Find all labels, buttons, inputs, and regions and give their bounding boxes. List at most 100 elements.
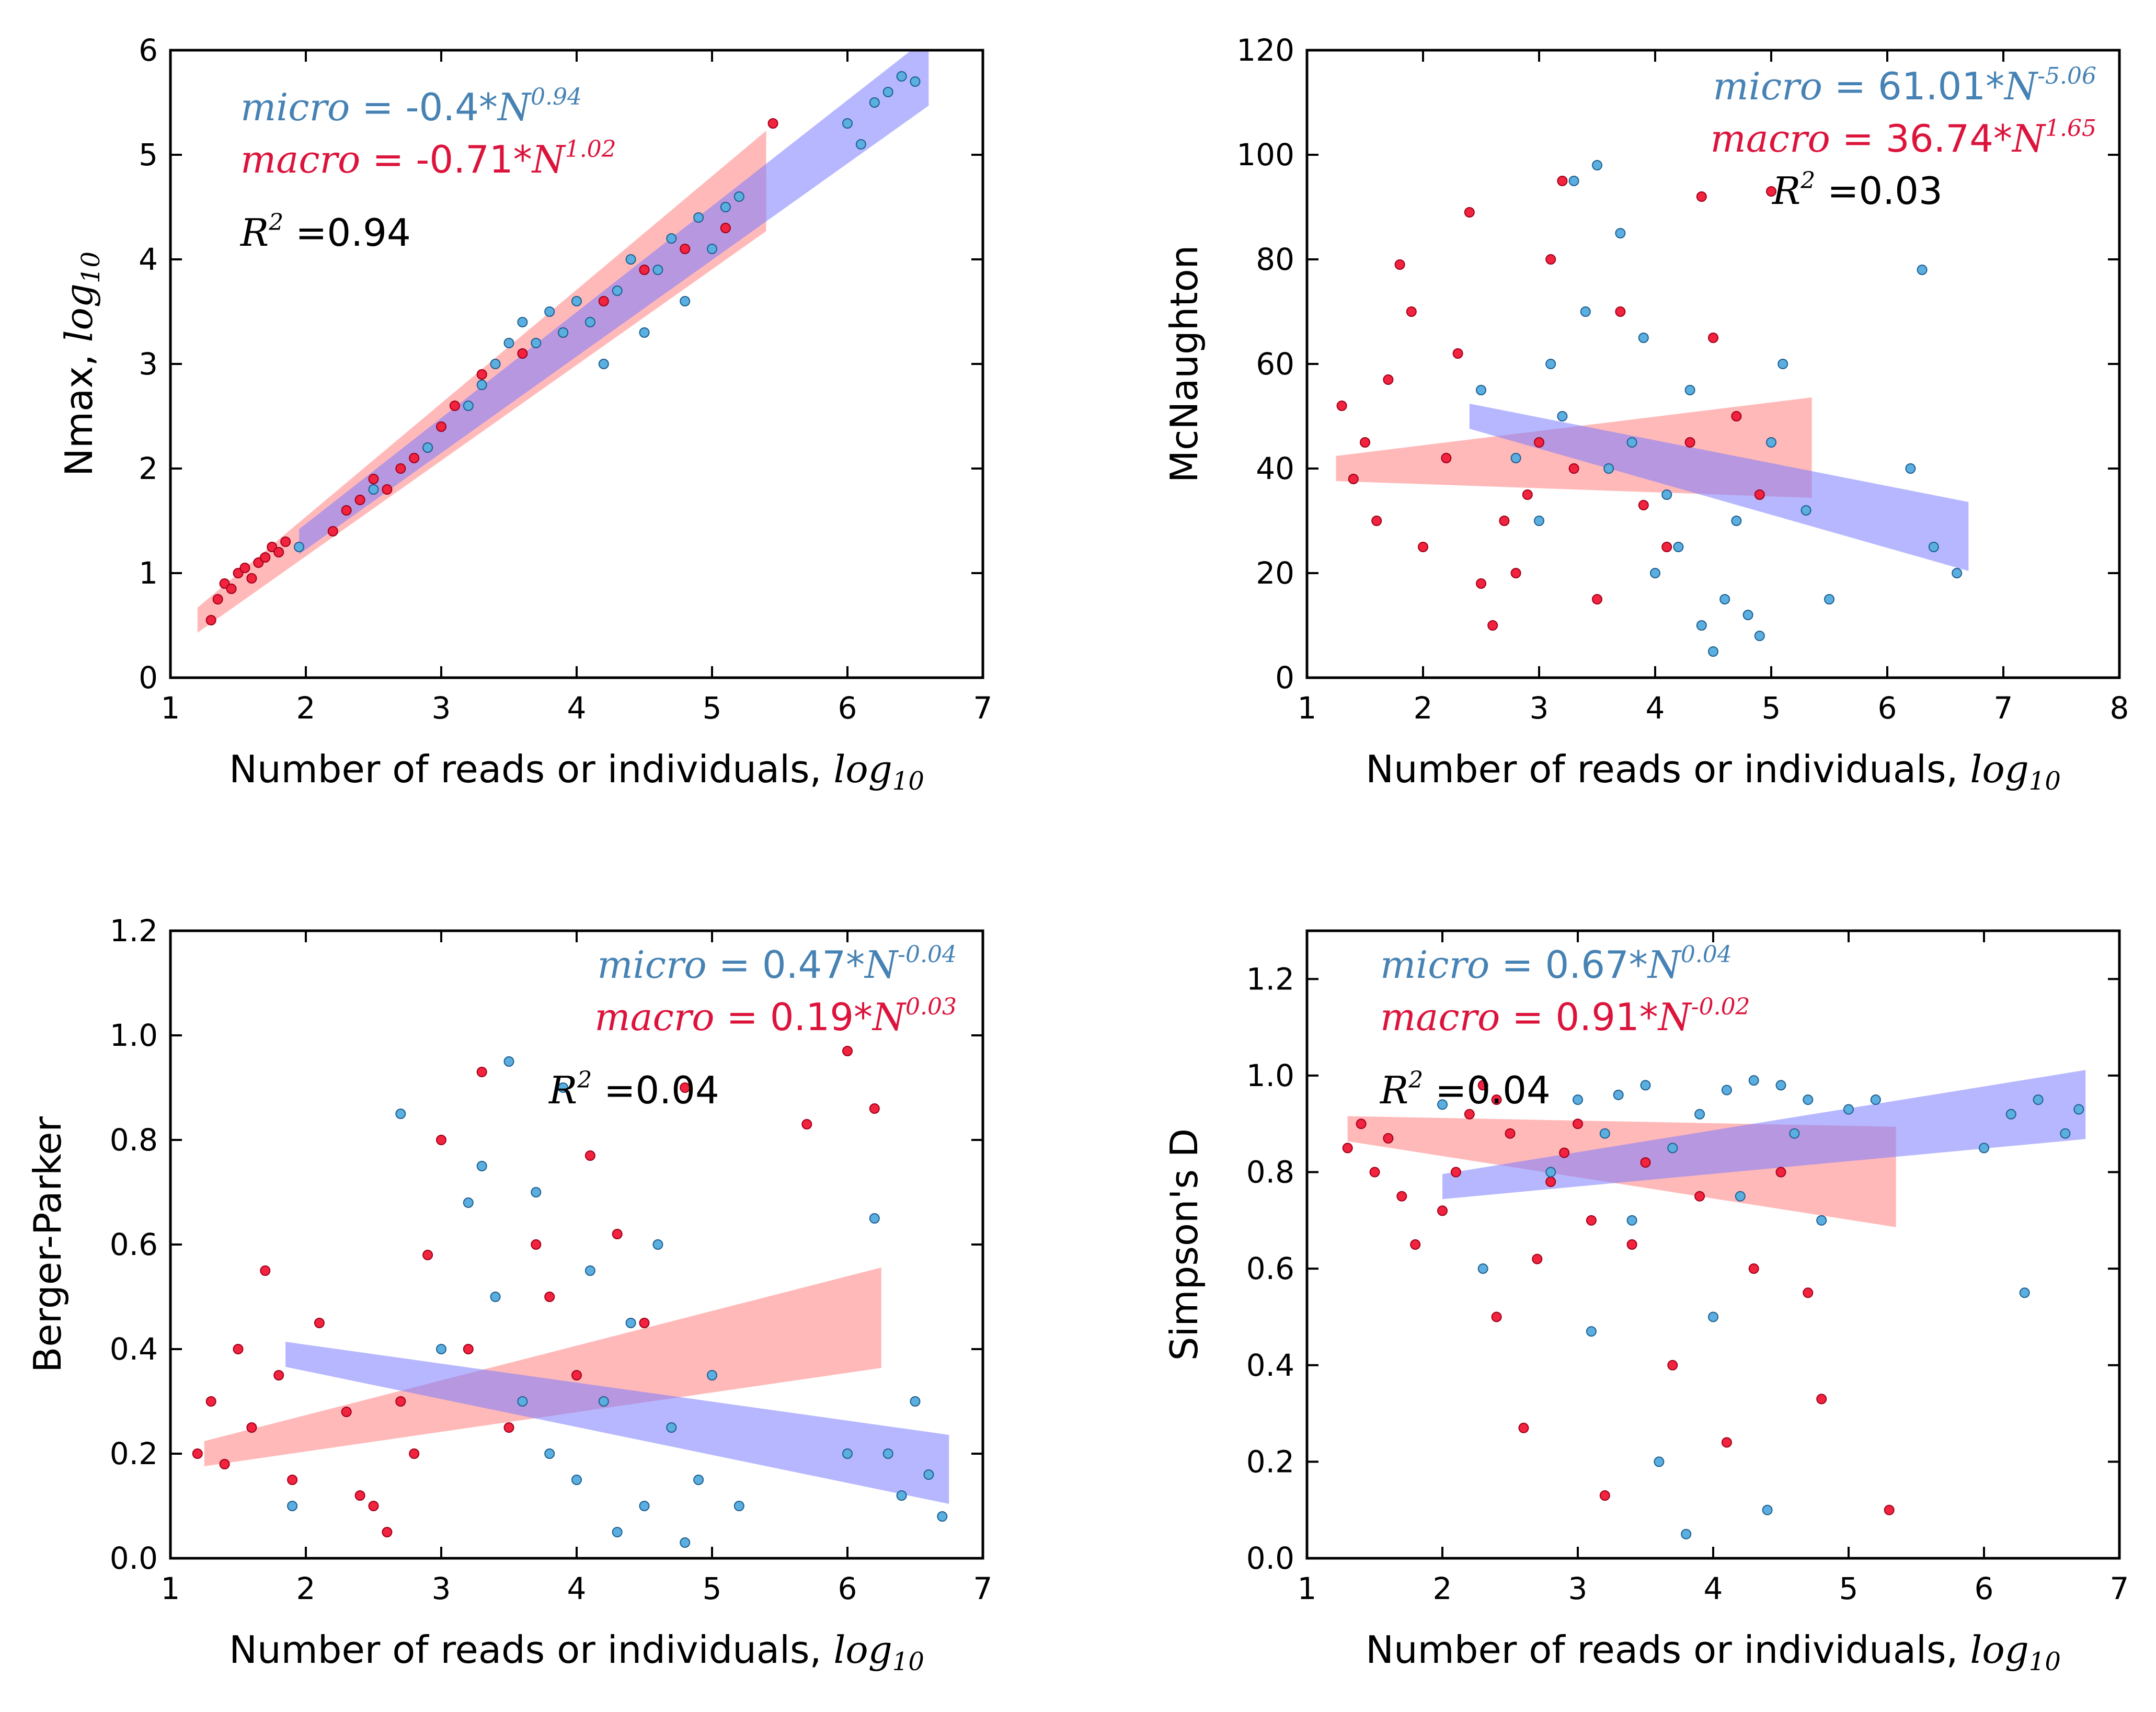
point-macro-8 [1477,1080,1488,1091]
point-micro-0 [287,1501,298,1511]
x-axis-label: Number of reads or individuals, log10 [1366,747,2061,796]
r-squared: R2 =0.04 [548,1067,719,1112]
y-tick-label: 0.2 [110,1436,158,1471]
point-macro-24 [1684,437,1695,448]
x-tick-label: 6 [1878,690,1897,726]
point-macro-8 [314,1318,325,1328]
point-macro-27 [1884,1504,1895,1515]
point-micro-28 [2060,1128,2071,1139]
point-macro-7 [287,1475,298,1485]
point-macro-17 [1599,1490,1610,1501]
point-macro-2 [1360,437,1370,448]
point-micro-0 [1476,385,1486,395]
point-macro-18 [1557,176,1568,186]
point-macro-22 [1721,1437,1732,1448]
point-macro-23 [517,348,528,359]
panel-4: 1 2 3 4 5 6 7 0.0 0.2 0.4 0.6 0.8 1.0 1.2 Number of re… [1162,929,2129,1676]
point-macro-10 [273,547,284,557]
point-micro-2 [1534,516,1544,526]
point-macro-10 [1505,1128,1516,1139]
point-micro-18 [1719,594,1730,604]
point-micro-8 [531,338,542,348]
fit-band-micro [1442,1070,2086,1200]
point-micro-13 [1661,489,1672,500]
equation-micro: micro = 0.47*N-0.04 [597,941,957,987]
point-micro-26 [2019,1287,2030,1298]
r-squared: R2 =0.94 [239,209,411,255]
point-macro-5 [260,1265,271,1276]
point-macro-9 [1491,1094,1502,1105]
point-macro-1 [212,594,223,604]
point-micro-10 [558,1082,569,1093]
point-micro-5 [1599,1128,1610,1139]
x-tick-label: 6 [838,1571,857,1606]
point-micro-6 [503,1056,514,1067]
point-micro-23 [869,1213,880,1224]
x-tick-label: 6 [838,690,857,726]
y-tick-label: 3 [139,346,158,382]
y-tick-label: 20 [1256,555,1294,591]
point-micro-27 [1917,265,1928,275]
point-micro-24 [842,118,853,129]
point-macro-28 [1754,489,1765,500]
point-micro-6 [1613,1089,1624,1100]
point-macro-22 [584,1150,595,1161]
x-tick-label: 4 [1646,690,1665,726]
point-macro-28 [1491,1311,1502,1322]
point-macro-13 [1499,516,1510,526]
r-squared: R2 =0.03 [1771,167,1943,213]
point-macro-12 [395,1396,406,1407]
point-micro-12 [584,317,595,327]
point-micro-2 [436,1344,446,1354]
point-micro-18 [666,1422,677,1433]
point-micro-7 [517,1396,528,1407]
fit-band-micro [1469,404,1969,571]
point-micro-22 [720,202,731,212]
plot-area [192,1046,949,1548]
point-macro-10 [368,1501,379,1511]
point-micro-6 [1580,306,1591,317]
plot-area [1342,1070,2086,1539]
y-tick-label: 5 [139,137,158,173]
point-micro-6 [503,338,514,348]
point-macro-9 [1452,348,1463,359]
point-macro-3 [233,1344,244,1354]
x-tick-label: 2 [296,690,316,726]
point-micro-16 [1696,620,1707,631]
point-micro-23 [1870,1094,1881,1105]
point-micro-20 [693,1475,704,1485]
point-macro-0 [192,1448,203,1459]
point-micro-5 [490,1292,501,1302]
point-macro-17 [395,463,406,474]
point-macro-8 [1441,453,1452,463]
point-micro-9 [544,1448,555,1459]
point-macro-24 [639,1318,650,1328]
point-macro-26 [1708,333,1718,343]
point-macro-4 [233,568,244,578]
point-macro-16 [382,484,393,495]
point-micro-21 [707,1370,717,1380]
point-micro-22 [1843,1104,1854,1115]
point-macro-1 [1356,1118,1367,1129]
point-micro-27 [882,87,893,97]
point-macro-14 [1510,568,1521,578]
point-micro-8 [1640,1080,1651,1091]
equation-macro: macro = -0.71*N1.02 [240,136,616,181]
point-macro-15 [1522,489,1533,500]
point-macro-26 [801,1119,812,1129]
point-macro-26 [1816,1394,1827,1405]
x-tick-label: 8 [2110,690,2129,726]
point-micro-22 [1766,437,1776,448]
point-micro-10 [1667,1143,1678,1154]
point-macro-15 [368,474,379,484]
x-tick-label: 2 [1414,690,1433,726]
x-tick-label: 4 [1704,1571,1723,1606]
point-macro-9 [267,542,278,552]
point-micro-7 [517,317,528,327]
point-micro-19 [680,1537,691,1548]
fit-band-macro [204,1268,881,1466]
point-micro-4 [1557,411,1568,421]
point-micro-9 [544,306,555,317]
